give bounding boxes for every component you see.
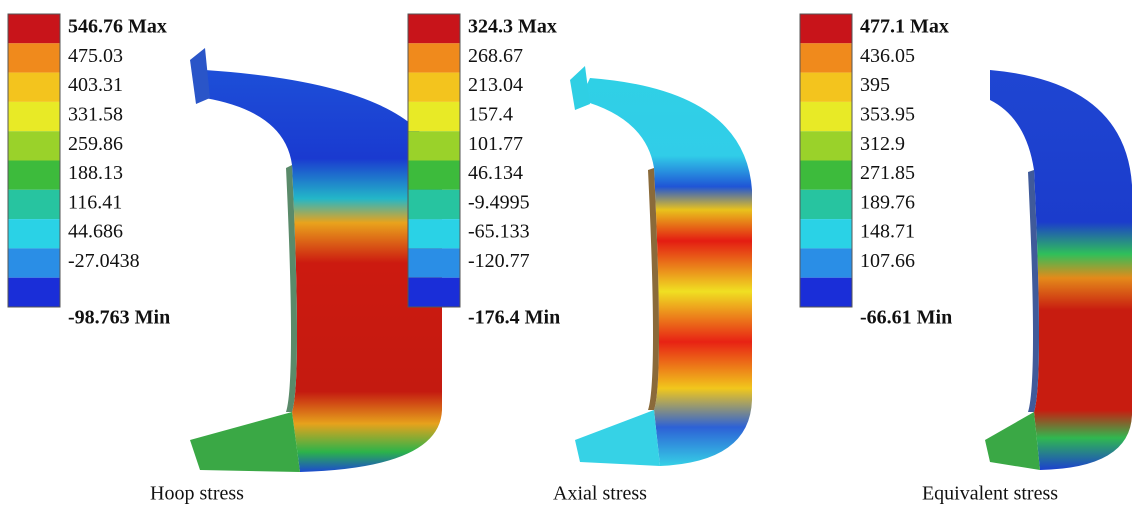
legend-swatch: [408, 248, 460, 277]
caption: Axial stress: [553, 483, 647, 505]
legend-swatch: [408, 43, 460, 72]
legend-label: 107.66: [860, 250, 915, 272]
legend-label: 213.04: [468, 74, 523, 96]
legend-label: 324.3 Max: [468, 16, 557, 38]
legend-label: 188.13: [68, 162, 123, 184]
legend-label: 312.9: [860, 133, 905, 155]
legend-swatch: [8, 219, 60, 248]
legend-label: 268.67: [468, 45, 523, 67]
legend-label: 44.686: [68, 221, 123, 243]
legend-label: 436.05: [860, 45, 915, 67]
legend-swatch: [800, 43, 852, 72]
legend-swatch: [408, 102, 460, 131]
legend-swatch: [800, 14, 852, 43]
hoop-model: [190, 48, 442, 472]
legend-label: -65.133: [468, 221, 530, 243]
legend-swatch: [8, 161, 60, 190]
legend-swatch: [408, 73, 460, 102]
legend-label: -120.77: [468, 250, 530, 272]
axial-model: [570, 66, 752, 466]
legend-swatch: [800, 102, 852, 131]
legend-label: 331.58: [68, 103, 123, 125]
legend-swatch: [408, 190, 460, 219]
legend-label: 116.41: [68, 191, 122, 213]
legend-swatch: [8, 73, 60, 102]
legend-swatch: [8, 278, 60, 307]
legend-label: 353.95: [860, 103, 915, 125]
legend-swatch: [8, 102, 60, 131]
legend-swatch: [800, 248, 852, 277]
legend-label: -176.4 Min: [468, 307, 560, 329]
caption: Equivalent stress: [922, 483, 1058, 505]
legend-swatch: [800, 161, 852, 190]
legend-swatch: [408, 278, 460, 307]
legend-label: -27.0438: [68, 250, 140, 272]
legend-swatch: [800, 131, 852, 160]
legend-swatch: [800, 190, 852, 219]
legend-swatch: [8, 248, 60, 277]
equivalent-model: [985, 70, 1132, 470]
legend-swatch: [8, 14, 60, 43]
legend-label: 101.77: [468, 133, 523, 155]
legend-swatch: [8, 131, 60, 160]
legend-label: 46.134: [468, 162, 523, 184]
legend-label: 403.31: [68, 74, 123, 96]
legend-label: 546.76 Max: [68, 16, 167, 38]
legend-label: -66.61 Min: [860, 307, 952, 329]
legend-swatch: [800, 278, 852, 307]
legend-label: -98.763 Min: [68, 307, 170, 329]
legend-swatch: [8, 190, 60, 219]
legend-swatch: [408, 14, 460, 43]
legend-label: 271.85: [860, 162, 915, 184]
legend-label: 477.1 Max: [860, 16, 949, 38]
legend-swatch: [800, 73, 852, 102]
legend-label: 189.76: [860, 191, 915, 213]
legend-label: 395: [860, 74, 890, 96]
caption: Hoop stress: [150, 483, 244, 505]
legend-swatch: [800, 219, 852, 248]
legend-label: 148.71: [860, 221, 915, 243]
legend-label: 475.03: [68, 45, 123, 67]
legend-label: -9.4995: [468, 191, 530, 213]
legend-swatch: [408, 131, 460, 160]
legend-swatch: [8, 43, 60, 72]
legend-label: 157.4: [468, 103, 513, 125]
legend-swatch: [408, 219, 460, 248]
legend-swatch: [408, 161, 460, 190]
figure: 546.76 Max 475.03 403.31 331.58 259.86 188.13…: [0, 0, 1136, 511]
legend-label: 259.86: [68, 133, 123, 155]
